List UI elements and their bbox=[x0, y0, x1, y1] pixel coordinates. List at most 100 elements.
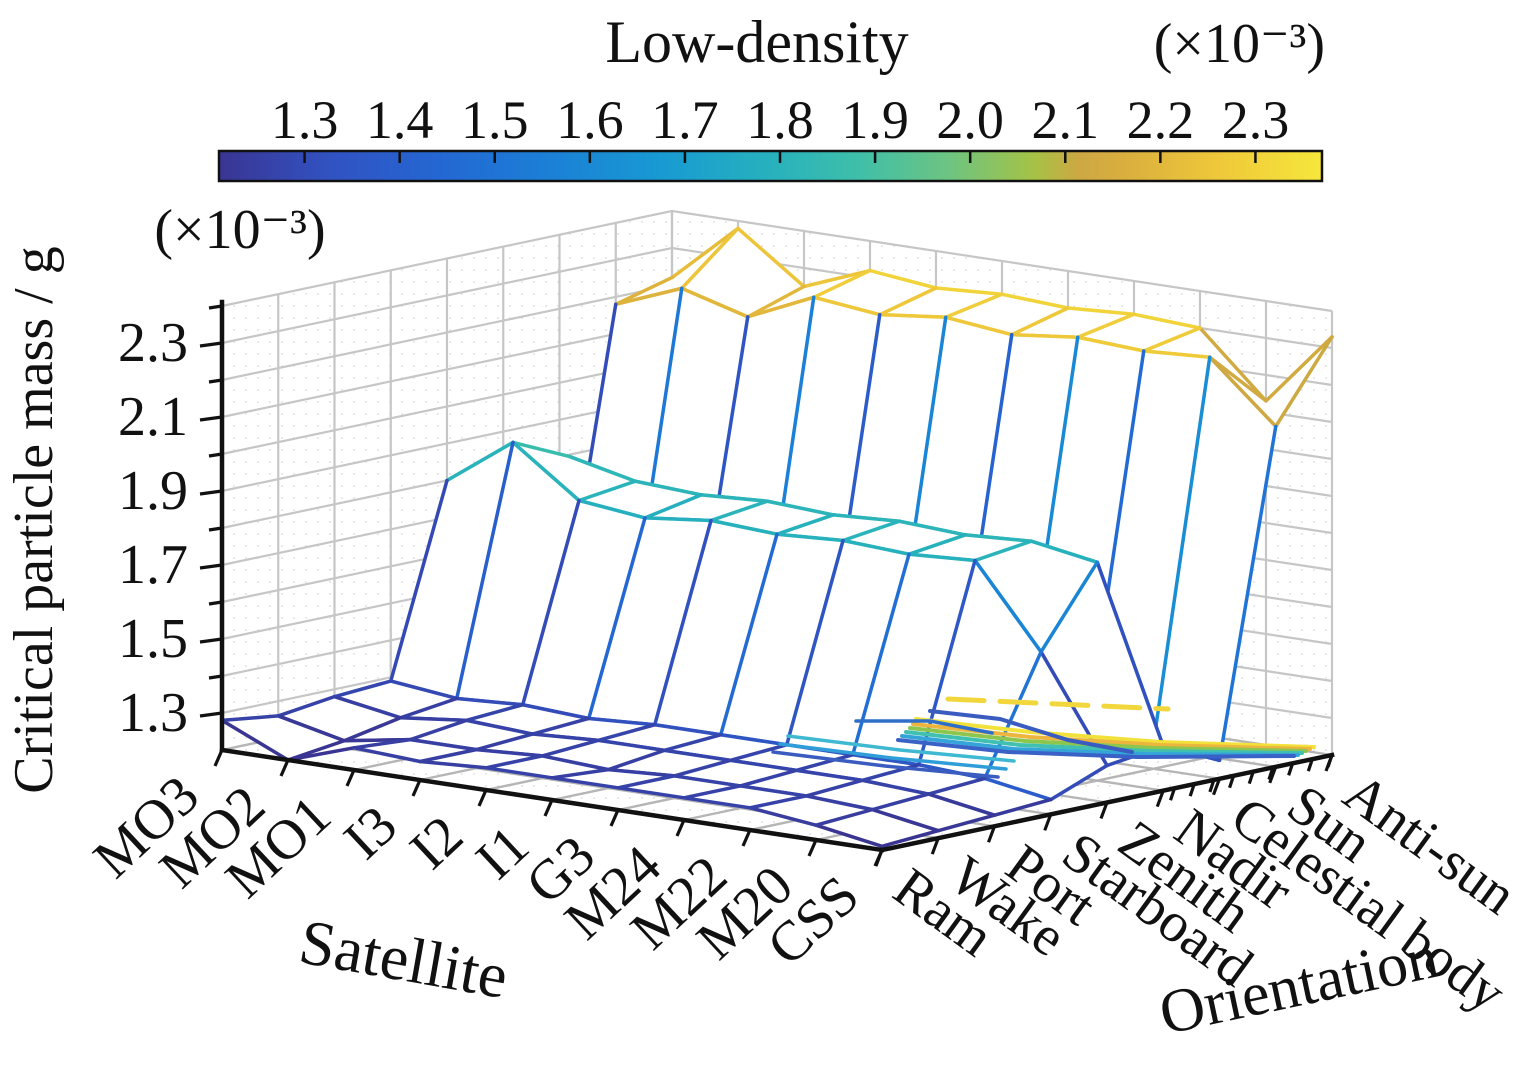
mesh-edge bbox=[785, 538, 845, 747]
orientation-minor-tick bbox=[1287, 762, 1295, 776]
mesh-edge bbox=[606, 767, 676, 778]
mesh-edge bbox=[474, 732, 535, 752]
mesh-edge bbox=[352, 737, 412, 750]
mesh-edge bbox=[286, 738, 346, 762]
z-major-tick bbox=[199, 563, 223, 570]
mesh-edge bbox=[738, 784, 808, 798]
mesh-edge bbox=[804, 778, 865, 798]
mesh-edge bbox=[1151, 355, 1212, 745]
satellite-tick bbox=[609, 809, 620, 827]
satellite-tick bbox=[741, 829, 752, 847]
mesh-face bbox=[222, 715, 345, 760]
mesh-edge bbox=[814, 807, 874, 827]
mesh-face bbox=[777, 514, 900, 541]
colorbar-tick-label: 1.6 bbox=[556, 90, 624, 150]
mesh-edge bbox=[1066, 306, 1136, 317]
mesh-edge bbox=[577, 498, 647, 520]
mesh-edge bbox=[398, 696, 459, 720]
orientation-tick bbox=[1043, 813, 1053, 831]
mesh-face bbox=[1143, 328, 1266, 401]
mesh-edge bbox=[709, 518, 779, 536]
floor-fan-lines bbox=[771, 696, 1316, 779]
floor-fan-line bbox=[854, 719, 994, 735]
mesh-face bbox=[747, 270, 870, 317]
mesh-edge bbox=[812, 268, 872, 300]
orientation-minor-tick bbox=[1326, 754, 1334, 768]
z-tick-label: 2.1 bbox=[118, 386, 188, 448]
mesh-edge bbox=[870, 807, 940, 833]
mesh-edge bbox=[455, 440, 515, 701]
mesh-edge bbox=[719, 532, 779, 737]
mesh-edge bbox=[1076, 335, 1146, 353]
orientation-tick bbox=[930, 837, 940, 855]
mesh-edge bbox=[276, 714, 346, 743]
mesh-edge bbox=[587, 716, 657, 727]
mesh-edge bbox=[868, 268, 938, 290]
colorbar-tick-label: 1.3 bbox=[271, 90, 339, 150]
z-axis-scale-note: (×10⁻³) bbox=[154, 199, 325, 261]
mesh-edge bbox=[389, 478, 449, 683]
mesh-edge bbox=[276, 694, 337, 718]
satellite-tick-label: I2 bbox=[398, 804, 474, 881]
mesh-edge bbox=[682, 784, 742, 800]
satellite-tick bbox=[213, 749, 224, 767]
mesh-edge bbox=[851, 753, 921, 767]
mesh-edge bbox=[445, 440, 515, 483]
satellite-tick bbox=[279, 759, 290, 777]
mesh-edge bbox=[934, 286, 1004, 297]
mesh-edge bbox=[804, 794, 874, 812]
colorbar-tick-label: 2.0 bbox=[936, 90, 1004, 150]
mesh-edge bbox=[680, 226, 740, 291]
mesh-quad-row-Ram-Wake bbox=[220, 714, 940, 849]
mesh-edge bbox=[614, 286, 684, 307]
mesh-edge bbox=[992, 797, 1053, 817]
mesh-edge bbox=[352, 746, 422, 764]
mesh-edge bbox=[342, 716, 403, 743]
mesh-edge bbox=[398, 716, 469, 723]
mesh-quad-row-Celestial body-Sun bbox=[557, 286, 1278, 762]
mesh-edge bbox=[643, 516, 713, 523]
mesh-edge bbox=[926, 776, 987, 796]
x-axis-title: Satellite bbox=[294, 906, 513, 1012]
satellite-tick bbox=[477, 789, 488, 807]
mesh-edge bbox=[860, 778, 931, 796]
mesh-edge bbox=[748, 794, 808, 810]
orientation-tick bbox=[1212, 778, 1221, 796]
z-minor-tick bbox=[208, 378, 223, 384]
z-minor-tick bbox=[208, 304, 223, 310]
orientation-minor-tick bbox=[1168, 787, 1177, 801]
mesh-edge bbox=[653, 723, 723, 737]
orientation-minor-tick bbox=[1306, 758, 1314, 772]
mesh-edge bbox=[540, 738, 601, 758]
mesh-face bbox=[681, 228, 804, 317]
mesh-edge bbox=[983, 776, 1053, 802]
floor-fan-line bbox=[771, 750, 1000, 779]
satellite-tick bbox=[807, 839, 818, 857]
mesh-edge bbox=[567, 454, 637, 483]
mesh-edge bbox=[1132, 312, 1202, 330]
z-minor-tick bbox=[208, 674, 223, 680]
mesh-edge bbox=[880, 828, 940, 849]
mesh-edge bbox=[1095, 560, 1165, 748]
mesh-edge bbox=[653, 518, 713, 727]
mesh-face bbox=[588, 517, 711, 725]
mesh-edge bbox=[616, 774, 676, 790]
colorbar-tick-label: 1.4 bbox=[366, 90, 434, 150]
orientation-tick bbox=[1268, 766, 1278, 784]
mesh-edge bbox=[511, 440, 581, 503]
z-axis-label: Critical particle mass / g bbox=[3, 246, 65, 793]
mesh-edge bbox=[455, 696, 525, 707]
mesh-edge bbox=[944, 292, 1004, 320]
mesh-edge bbox=[540, 754, 610, 772]
colorbar-tick-label: 2.1 bbox=[1032, 90, 1100, 150]
z-major-tick bbox=[199, 415, 223, 422]
floor-fan-line bbox=[904, 730, 1304, 755]
orientation-tick bbox=[1155, 790, 1165, 808]
mesh-face bbox=[879, 288, 1002, 318]
mesh-edge bbox=[907, 533, 967, 556]
mesh-quad-row-Starboard-Zenith bbox=[389, 440, 1109, 802]
mesh-face bbox=[1077, 314, 1200, 351]
colorbar-scale-note: (×10⁻³) bbox=[1154, 13, 1325, 75]
mesh-edge bbox=[748, 806, 818, 827]
